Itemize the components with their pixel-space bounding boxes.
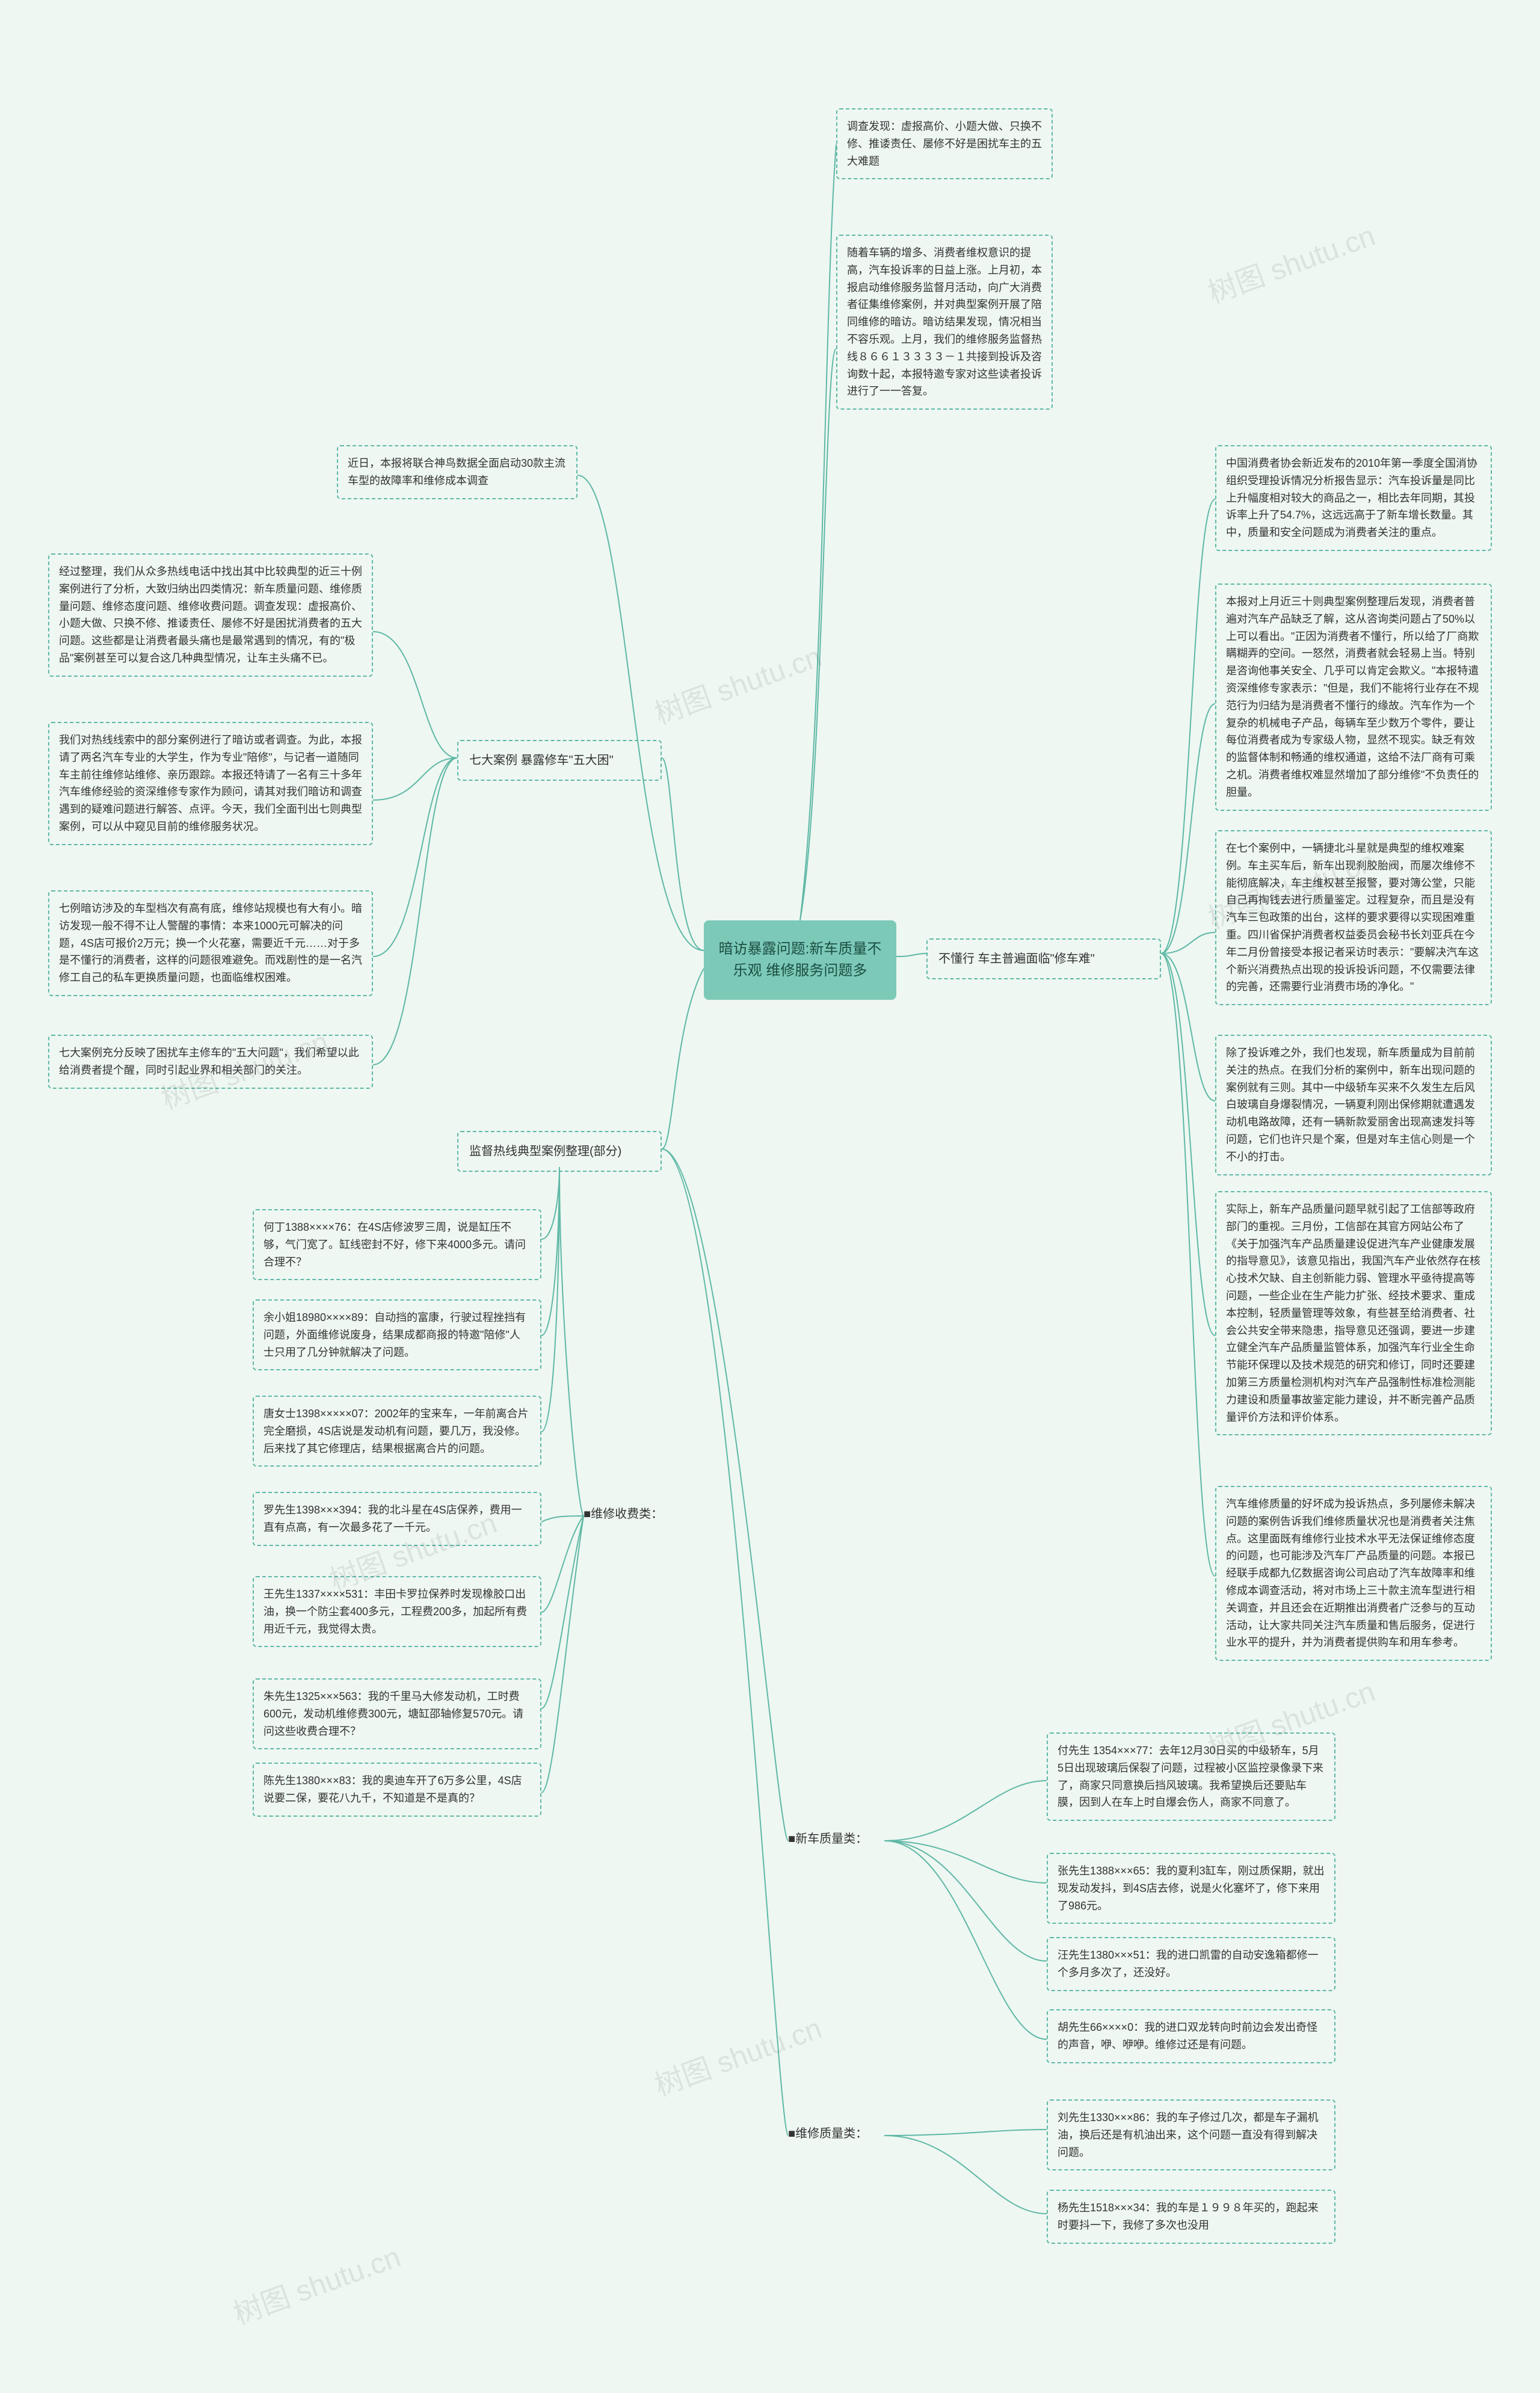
hotline-branch: 监督热线典型案例整理(部分) [457, 1131, 662, 1172]
nodriving-item: 在七个案例中，一辆捷北斗星就是典型的维权难案例。车主买车后，新车出现刹胶胎阀，而… [1215, 830, 1492, 1005]
seven-cases-item: 七例暗访涉及的车型档次有高有底，维修站规模也有大有小。暗访发现一般不得不让人警醒… [48, 890, 373, 996]
nodriving-item: 实际上，新车产品质量问题早就引起了工信部等政府部门的重视。三月份，工信部在其官方… [1215, 1191, 1492, 1435]
repair-quality-item: 刘先生1330×××86：我的车子修过几次，都是车子漏机油，换后还是有机油出来，… [1047, 2099, 1335, 2170]
fee-item: 王先生1337××××531：丰田卡罗拉保养时发现橡胶口出油，换一个防尘套400… [253, 1576, 541, 1647]
watermark: 树图 shutu.cn [1201, 212, 1380, 311]
nodriving-item: 汽车维修质量的好坏成为投诉热点，多列屡修未解决问题的案例告诉我们维修质量状况也是… [1215, 1486, 1492, 1661]
nodriving-item: 本报对上月近三十则典型案例整理后发现，消费者普遍对汽车产品缺乏了解，这从咨询类问… [1215, 584, 1492, 811]
root-node: 暗访暴露问题:新车质量不乐观 维修服务问题多 [704, 920, 896, 1000]
hotline-free-item: 何丁1388××××76：在4S店修波罗三周，说是缸压不够，气门宽了。缸线密封不… [253, 1209, 541, 1280]
nodriving-item: 中国消费者协会新近发布的2010年第一季度全国消协组织受理投诉情况分析报告显示：… [1215, 445, 1492, 551]
hotline-free-item: 唐女士1398×××××07：2002年的宝来车，一年前离合片完全磨损，4S店说… [253, 1396, 541, 1467]
repair-quality-branch: ■维修质量类： [788, 2124, 867, 2141]
seven-cases-item: 我们对热线线索中的部分案例进行了暗访或者调查。为此，本报请了两名汽车专业的大学生… [48, 722, 373, 845]
fee-branch: ■维修收费类： [584, 1504, 663, 1521]
fee-item: 罗先生1398×××394：我的北斗星在4S店保养，费用一直有点高，有一次最多花… [253, 1492, 541, 1546]
findings-node: 调查发现：虚报高价、小题大做、只换不修、推诿责任、屡修不好是困扰车主的五大难题 [836, 108, 1053, 179]
fee-item: 朱先生1325×××563：我的千里马大修发动机，工时费600元，发动机维修费3… [253, 1678, 541, 1749]
repair-quality-item: 杨先生1518×××34：我的车是１９９８年买的，跑起来时要抖一下，我修了多次也… [1047, 2190, 1335, 2244]
quality-branch: ■新车质量类： [788, 1829, 867, 1846]
intro-node: 近日，本报将联合神鸟数据全面启动30款主流车型的故障率和维修成本调查 [337, 445, 578, 499]
quality-item: 张先生1388×××65：我的夏利3缸车，刚过质保期，就出现发动发抖，到4S店去… [1047, 1853, 1335, 1924]
watermark: 树图 shutu.cn [648, 2004, 827, 2104]
context-node: 随着车辆的增多、消费者维权意识的提高，汽车投诉率的日益上涨。上月初，本报启动维修… [836, 235, 1053, 410]
nodriving-item: 除了投诉难之外，我们也发现，新车质量成为目前前关注的热点。在我们分析的案例中，新… [1215, 1035, 1492, 1175]
watermark: 树图 shutu.cn [227, 2233, 405, 2332]
watermark: 树图 shutu.cn [648, 633, 827, 732]
seven-cases-item: 七大案例充分反映了困扰车主修车的"五大问题"，我们希望以此给消费者提个醒，同时引… [48, 1035, 373, 1089]
nodriving-branch: 不懂行 车主普遍面临"修车难" [926, 938, 1161, 979]
fee-item: 陈先生1380×××83：我的奥迪车开了6万多公里，4S店说要二保，要花八九千，… [253, 1763, 541, 1817]
quality-item: 付先生 1354×××77：去年12月30日买的中级轿车，5月5日出现玻璃后保裂… [1047, 1732, 1335, 1821]
seven-cases-branch: 七大案例 暴露修车"五大困" [457, 740, 662, 781]
quality-item: 胡先生66××××0：我的进口双龙转向时前边会发出奇怪的声音，咿、咿咿。维修过还… [1047, 2009, 1335, 2063]
hotline-free-item: 余小姐18980××××89：自动挡的富康，行驶过程挫挡有问题，外面维修说废身，… [253, 1299, 541, 1370]
quality-item: 汪先生1380×××51：我的进口凯雷的自动安逸箱都修一个多月多次了，还没好。 [1047, 1937, 1335, 1991]
seven-cases-item: 经过整理，我们从众多热线电话中找出其中比较典型的近三十例案例进行了分析，大致归纳… [48, 553, 373, 677]
